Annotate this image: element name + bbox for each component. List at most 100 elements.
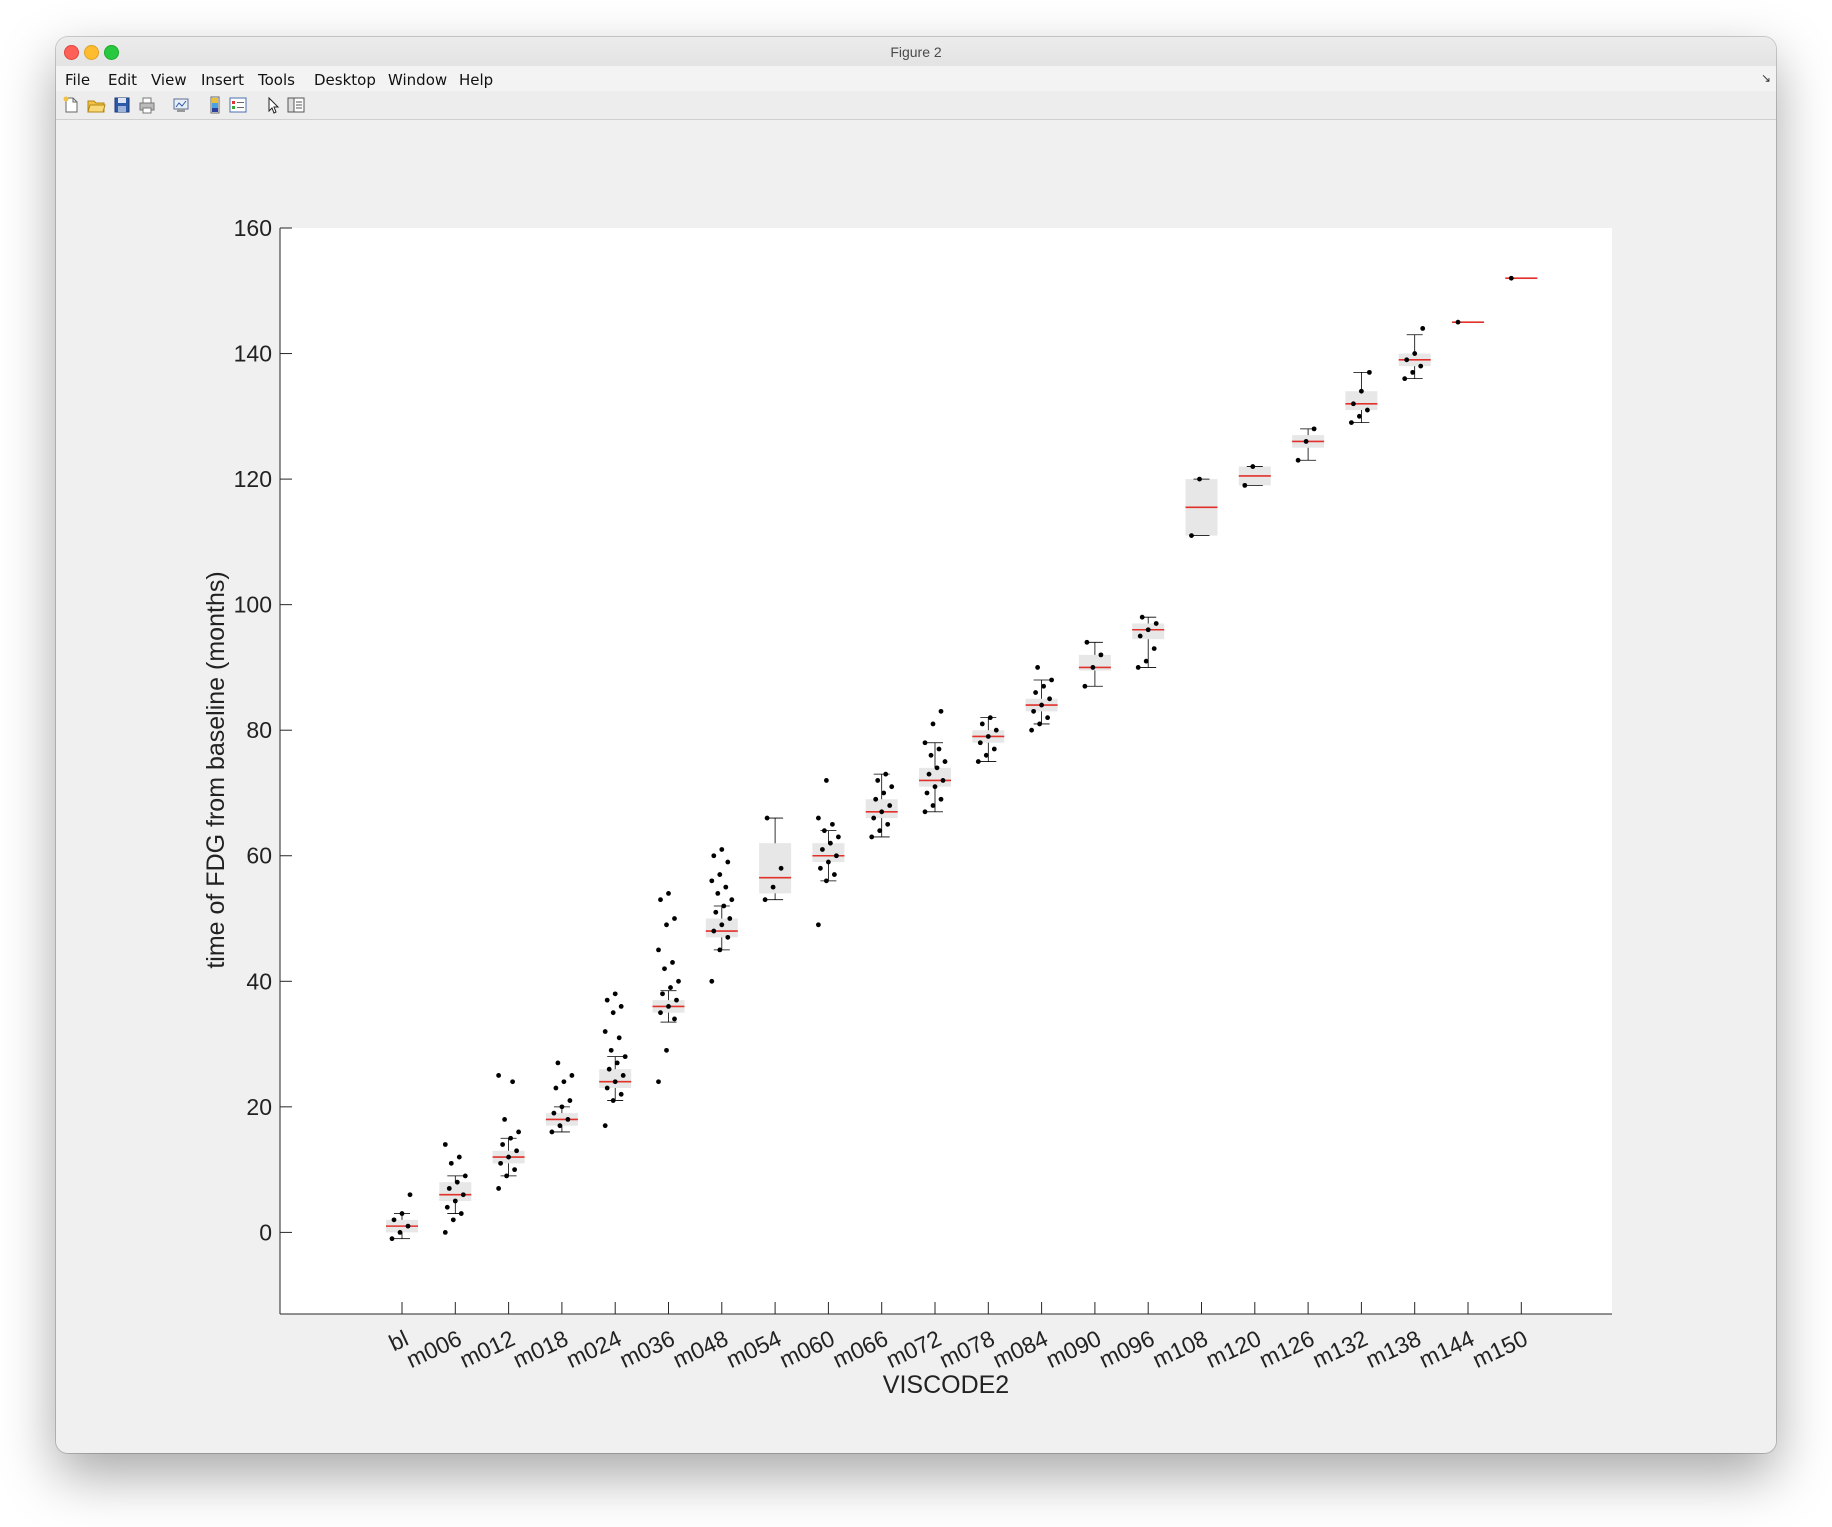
data-point (666, 1004, 671, 1009)
data-point (832, 872, 837, 877)
data-point (1153, 621, 1159, 626)
data-point (666, 891, 671, 896)
y-tick-label: 140 (234, 341, 272, 367)
data-point (604, 997, 610, 1003)
data-point (818, 865, 823, 871)
data-point (620, 1073, 626, 1078)
box (705, 918, 738, 938)
maximize-window-button[interactable] (104, 45, 119, 60)
x-axis-label: VISCODE2 (883, 1371, 1009, 1399)
data-point (616, 1035, 622, 1041)
title-bar[interactable]: Figure 2 (56, 37, 1776, 66)
y-tick-label: 80 (246, 717, 272, 743)
box (439, 1182, 472, 1202)
box-group (652, 891, 685, 1085)
data-point (502, 1116, 507, 1122)
box-group (812, 778, 845, 928)
menu-insert[interactable]: Insert (201, 71, 245, 89)
menu-help[interactable]: Help (459, 71, 494, 89)
data-point (1197, 476, 1202, 482)
data-point (612, 1079, 618, 1085)
data-point (889, 784, 895, 790)
data-point (1404, 357, 1410, 363)
legend-icon[interactable] (228, 95, 248, 115)
menu-window[interactable]: Window (388, 71, 448, 89)
data-point (561, 1079, 567, 1085)
data-point (979, 721, 985, 727)
open-file-icon[interactable] (86, 95, 106, 115)
link-plot-icon[interactable] (171, 95, 191, 115)
data-point (922, 809, 928, 815)
data-point (993, 727, 999, 733)
close-window-button[interactable] (64, 45, 79, 60)
menu-file[interactable]: File (65, 71, 91, 89)
data-point (1311, 426, 1317, 432)
data-point (496, 1186, 501, 1191)
data-point (610, 1010, 616, 1016)
data-point (391, 1217, 397, 1223)
x-tick-label: m150 (1468, 1325, 1531, 1373)
colorbar-icon[interactable] (205, 95, 225, 115)
data-point (504, 1173, 509, 1179)
window-title: Figure 2 (890, 44, 942, 60)
data-point (672, 1016, 677, 1022)
edit-plot-arrow-icon[interactable] (263, 95, 283, 115)
data-point (551, 1110, 557, 1116)
data-point (510, 1079, 515, 1085)
data-point (1349, 420, 1354, 426)
data-point (723, 884, 729, 890)
data-point (448, 1160, 454, 1166)
data-point (822, 828, 827, 834)
data-point (1359, 388, 1364, 394)
figure-toolbar (56, 91, 1776, 120)
data-point (942, 759, 948, 764)
data-point (717, 947, 723, 953)
menu-view[interactable]: View (151, 71, 187, 89)
dock-arrow-icon[interactable]: ↘ (1760, 71, 1771, 85)
data-point (1410, 369, 1416, 375)
save-icon[interactable] (112, 95, 132, 115)
y-tick-label: 40 (246, 968, 272, 994)
data-point (991, 746, 997, 752)
box-group (1238, 464, 1271, 488)
data-point (1041, 683, 1046, 689)
menu-desktop[interactable]: Desktop (314, 71, 376, 89)
data-point (1508, 275, 1514, 281)
data-point (658, 897, 663, 903)
data-point (936, 746, 942, 752)
data-point (612, 991, 618, 997)
property-inspector-icon[interactable] (286, 95, 306, 115)
menu-tools[interactable]: Tools (258, 71, 295, 89)
data-point (885, 821, 891, 827)
new-figure-icon[interactable] (61, 95, 81, 115)
menu-edit[interactable]: Edit (108, 71, 138, 89)
box-group (386, 1192, 418, 1242)
box-group (1025, 665, 1058, 733)
minimize-window-button[interactable] (84, 45, 99, 60)
data-point (1139, 614, 1145, 620)
box-group (919, 708, 951, 815)
data-point (557, 1123, 563, 1129)
data-point (1295, 457, 1301, 463)
data-point (442, 1229, 448, 1235)
data-point (987, 715, 993, 721)
data-point (604, 1085, 610, 1091)
data-point (602, 1029, 608, 1034)
figure-canvas[interactable]: 0 20 40 60 80 100 120 140 160 bl m006 m012 m018 m024… (56, 120, 1776, 1453)
data-point (826, 859, 831, 865)
print-icon[interactable] (137, 95, 157, 115)
data-point (715, 891, 721, 896)
y-axis-ticks: 0 20 40 60 80 100 120 140 160 (234, 215, 292, 1245)
data-point (940, 778, 946, 783)
data-point (1098, 652, 1104, 658)
data-point (462, 1173, 468, 1179)
data-point (879, 809, 885, 815)
data-point (729, 897, 735, 903)
data-point (877, 828, 883, 834)
data-point (555, 1060, 561, 1066)
data-point (1420, 326, 1426, 331)
data-point (514, 1148, 519, 1154)
data-point (606, 1066, 612, 1072)
data-point (922, 740, 928, 746)
